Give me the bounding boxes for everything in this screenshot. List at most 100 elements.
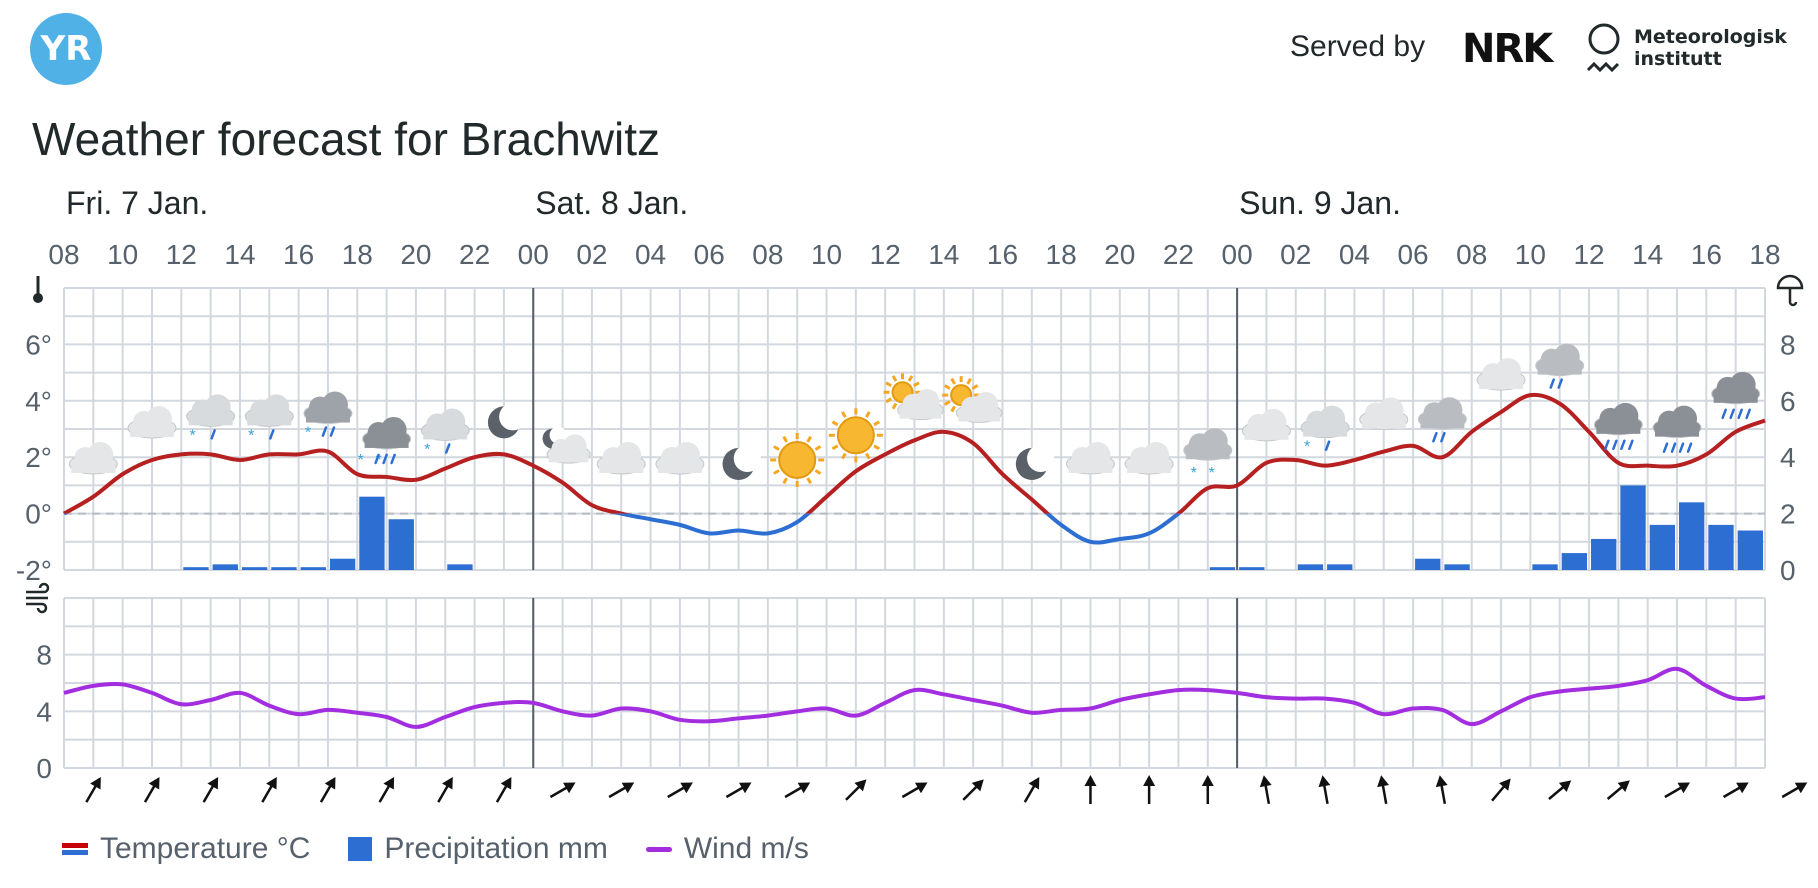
partly-cloudy-icon — [942, 376, 1003, 423]
precip-bar — [300, 567, 326, 570]
hour-label: 06 — [694, 239, 725, 270]
grid — [63, 287, 1766, 769]
wind-arrow-icon — [1781, 782, 1808, 799]
wind-arrow-icon — [784, 782, 811, 799]
svg-text:*: * — [357, 452, 363, 469]
wind-arrow-icon — [495, 777, 512, 803]
precip-tick-label: 4 — [1780, 442, 1796, 473]
heavy-sleet-icon: * * — [357, 416, 412, 469]
wind-arrow-icon — [1377, 775, 1389, 805]
hour-label: 10 — [107, 239, 138, 270]
precip-tick-label: 8 — [1780, 329, 1796, 360]
precip-bar — [1444, 564, 1470, 570]
precip-bar — [329, 558, 356, 570]
wind-arrow-icon — [437, 777, 453, 803]
wind-arrow-icon — [608, 782, 635, 799]
precip-bar — [1297, 564, 1324, 570]
hour-label: 04 — [1339, 239, 1370, 270]
precip-bar — [1327, 564, 1353, 570]
yr-logo[interactable]: YR — [30, 13, 102, 85]
cloudy-icon — [68, 442, 118, 475]
wind-arrow-icon — [1259, 775, 1272, 805]
hour-label: 18 — [342, 239, 373, 270]
light-rain-icon — [1417, 397, 1467, 443]
hour-label: 12 — [166, 239, 197, 270]
hour-label: 00 — [518, 239, 549, 270]
wind-arrow-icon — [962, 779, 984, 801]
met-institute-icon — [1586, 23, 1620, 73]
thermometer-icon — [33, 276, 43, 303]
wind-arrow-icon — [143, 777, 160, 803]
hour-label: 14 — [1632, 239, 1663, 270]
svg-text:*: * — [1191, 465, 1197, 482]
hour-label: 16 — [283, 239, 314, 270]
svg-text:*: * — [1304, 439, 1310, 456]
wind-arrow-icon — [1606, 780, 1630, 800]
forecast-chart: Fri. 7 Jan. Sat. 8 Jan. Sun. 9 Jan.08 10 12 1… — [16, 185, 1808, 805]
hour-label: 10 — [811, 239, 842, 270]
precip-bar — [359, 496, 385, 570]
met-institute-logo[interactable]: Meteorologisk institutt — [1634, 26, 1814, 70]
cloudy-icon — [655, 442, 705, 475]
cloudy-icon — [1241, 408, 1291, 442]
svg-text:*: * — [375, 452, 381, 469]
hour-label: 00 — [1222, 239, 1253, 270]
svg-text:*: * — [305, 425, 311, 442]
clear-night-icon — [487, 403, 527, 439]
legend-temperature: Temperature °C — [62, 832, 310, 866]
wind-arrow-icon — [1722, 782, 1749, 799]
light-snow-icon: * * — [1183, 428, 1233, 482]
precip-bar — [388, 519, 414, 570]
wind-arrow-icon — [1491, 778, 1511, 802]
precip-tick-label: 6 — [1780, 386, 1796, 417]
legend-temperature-swatch — [62, 843, 88, 855]
precip-bar — [1649, 524, 1676, 570]
hour-label: 20 — [400, 239, 431, 270]
wind-tick-label: 0 — [36, 753, 52, 784]
wind-arrow-icon — [378, 777, 395, 803]
cloudy-icon — [1476, 358, 1526, 391]
day-label: Sun. 9 Jan. — [1239, 185, 1401, 221]
wind-line — [63, 666, 1766, 729]
wind-arrow-icon — [1548, 780, 1572, 800]
precip-bar — [1415, 558, 1441, 570]
partly-cloudy-night-icon — [542, 426, 591, 464]
partly-cloudy-icon — [883, 373, 944, 421]
legend-temperature-label: Temperature °C — [100, 832, 311, 865]
rain-icon — [1711, 371, 1761, 420]
hour-label: 10 — [1515, 239, 1546, 270]
temp-tick-label: 6° — [25, 329, 52, 360]
hour-label: 06 — [1397, 239, 1428, 270]
precip-bar — [1737, 530, 1763, 570]
hour-label: 22 — [1163, 239, 1194, 270]
precip-bar — [1561, 553, 1588, 570]
light-sleet-icon: * — [420, 408, 470, 458]
wind-arrow-icon — [261, 777, 277, 803]
temp-tick-label: 0° — [25, 499, 52, 530]
precip-bar — [1209, 567, 1236, 570]
nrk-logo[interactable]: NRK — [1462, 26, 1553, 72]
temp-tick-label: 4° — [25, 386, 52, 417]
cloudy-icon — [1124, 442, 1174, 475]
precip-bar — [1239, 567, 1265, 570]
clear-night-icon — [1015, 444, 1055, 480]
rain-icon — [1593, 402, 1643, 451]
hour-label: 16 — [987, 239, 1018, 270]
precip-bar — [1591, 538, 1617, 570]
wind-arrow-icon — [1201, 775, 1214, 804]
hour-label: 04 — [635, 239, 666, 270]
hour-label: 14 — [928, 239, 959, 270]
met-line1: Meteorologisk — [1634, 26, 1787, 48]
svg-text:*: * — [248, 427, 254, 444]
hour-label: 02 — [576, 239, 607, 270]
hour-label: 08 — [48, 239, 79, 270]
wind-arrow-icon — [1143, 775, 1156, 804]
served-by-label: Served by — [1290, 30, 1426, 63]
legend: Temperature °C Precipitation mm Wind m/s — [62, 832, 809, 866]
hour-label: 20 — [1104, 239, 1135, 270]
svg-text:*: * — [424, 441, 430, 458]
temp-tick-label: 2° — [25, 442, 52, 473]
legend-precipitation: Precipitation mm — [348, 832, 608, 866]
wind-arrow-icon — [901, 782, 928, 799]
